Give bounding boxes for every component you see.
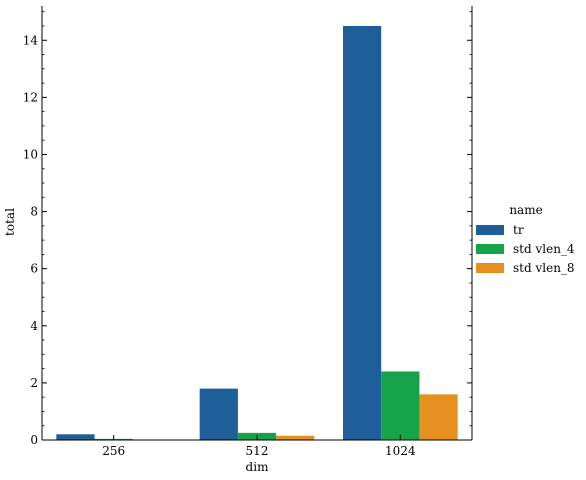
x-axis-label: dim (246, 460, 270, 474)
legend-swatch-std-vlen-8 (476, 263, 504, 273)
legend-label-std-vlen-4: std vlen_4 (513, 242, 575, 256)
y-tick-label: 8 (30, 205, 38, 219)
plot-area (56, 25, 458, 441)
legend-swatch-std-vlen-4 (476, 244, 504, 254)
legend-label-tr: tr (513, 223, 524, 237)
x-tick-label-256: 256 (102, 444, 125, 458)
bar-tr-1024 (343, 25, 382, 441)
bar-tr-512 (199, 388, 238, 440)
y-axis-label: total (3, 208, 17, 236)
y-tick-label: 14 (23, 33, 39, 47)
y-tick-label: 12 (23, 90, 38, 104)
legend-label-std-vlen-8: std vlen_8 (513, 261, 575, 275)
bar-std-vlen-4-1024 (381, 371, 420, 440)
x-tick-label-512: 512 (246, 444, 269, 458)
y-tick-label: 4 (30, 319, 38, 333)
legend-title: name (509, 203, 542, 217)
legend-swatch-tr (476, 225, 504, 235)
bar-tr-256 (56, 434, 95, 440)
bar-std-vlen-8-1024 (419, 394, 458, 440)
y-tick-label: 2 (30, 376, 38, 390)
x-tick-label-1024: 1024 (385, 444, 416, 458)
y-tick-label: 6 (30, 262, 38, 276)
x-axis: 256 512 1024 (42, 435, 472, 458)
y-tick-label: 0 (30, 433, 38, 447)
bar-std-vlen-8-512 (276, 435, 315, 440)
y-tick-label: 10 (23, 147, 38, 161)
y-axis: 0 2 4 6 8 10 12 14 (23, 6, 473, 447)
